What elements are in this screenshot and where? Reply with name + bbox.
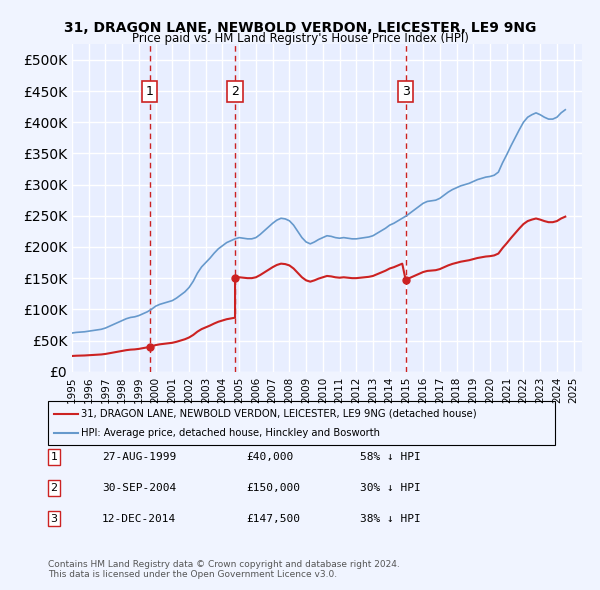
Text: £147,500: £147,500 (246, 514, 300, 523)
Text: £150,000: £150,000 (246, 483, 300, 493)
Text: 31, DRAGON LANE, NEWBOLD VERDON, LEICESTER, LE9 9NG: 31, DRAGON LANE, NEWBOLD VERDON, LEICEST… (64, 21, 536, 35)
Text: 38% ↓ HPI: 38% ↓ HPI (360, 514, 421, 523)
Text: 3: 3 (401, 85, 410, 98)
Text: HPI: Average price, detached house, Hinckley and Bosworth: HPI: Average price, detached house, Hinc… (81, 428, 380, 438)
Text: Contains HM Land Registry data © Crown copyright and database right 2024.
This d: Contains HM Land Registry data © Crown c… (48, 560, 400, 579)
Text: 3: 3 (50, 514, 58, 523)
Text: 27-AUG-1999: 27-AUG-1999 (102, 453, 176, 462)
Text: 1: 1 (146, 85, 154, 98)
Text: 1: 1 (50, 453, 58, 462)
Text: £40,000: £40,000 (246, 453, 293, 462)
Text: 31, DRAGON LANE, NEWBOLD VERDON, LEICESTER, LE9 9NG (detached house): 31, DRAGON LANE, NEWBOLD VERDON, LEICEST… (81, 409, 476, 418)
Text: 12-DEC-2014: 12-DEC-2014 (102, 514, 176, 523)
Text: 30-SEP-2004: 30-SEP-2004 (102, 483, 176, 493)
Text: 2: 2 (231, 85, 239, 98)
Text: 2: 2 (50, 483, 58, 493)
Text: Price paid vs. HM Land Registry's House Price Index (HPI): Price paid vs. HM Land Registry's House … (131, 32, 469, 45)
Text: 58% ↓ HPI: 58% ↓ HPI (360, 453, 421, 462)
Text: 30% ↓ HPI: 30% ↓ HPI (360, 483, 421, 493)
